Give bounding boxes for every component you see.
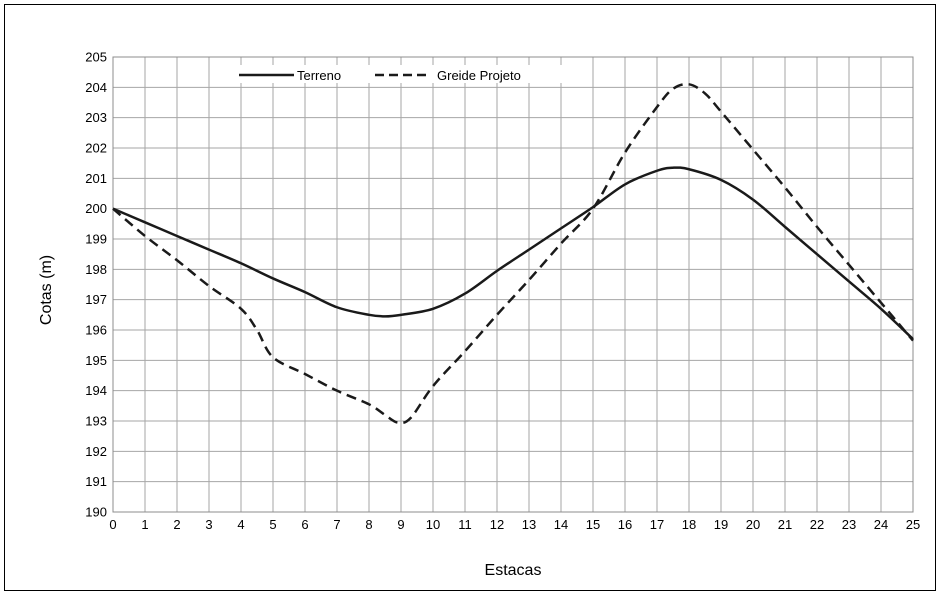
y-tick-label: 193 (85, 414, 107, 429)
legend-background (211, 65, 566, 83)
x-tick-label: 13 (522, 517, 536, 532)
x-tick-label: 2 (173, 517, 180, 532)
x-tick-label: 21 (778, 517, 792, 532)
y-tick-label: 190 (85, 505, 107, 520)
x-tick-label: 8 (365, 517, 372, 532)
series-lines (112, 82, 914, 425)
x-tick-label: 5 (269, 517, 276, 532)
legend-label-greide: Greide Projeto (437, 68, 521, 83)
x-tick-label: 3 (205, 517, 212, 532)
x-tick-label: 18 (682, 517, 696, 532)
y-axis-title: Cotas (m) (38, 255, 55, 325)
x-tick-label: 1 (141, 517, 148, 532)
x-tick-label: 24 (874, 517, 888, 532)
series-line-terreno (112, 166, 914, 341)
tick-labels: 0 1 2 3 4 5 6 7 8 9 10 11 12 13 14 15 16 17 18 19 20 21 22 23 24… (85, 50, 920, 533)
y-tick-label: 194 (85, 383, 107, 398)
x-tick-label: 9 (397, 517, 404, 532)
x-tick-label: 25 (906, 517, 920, 532)
y-tick-label: 198 (85, 262, 107, 277)
plot-area-border (112, 56, 914, 513)
y-tick-label: 205 (85, 50, 107, 65)
x-tick-label: 15 (586, 517, 600, 532)
x-tick-label: 14 (554, 517, 568, 532)
x-tick-label: 6 (301, 517, 308, 532)
chart-frame: 0 1 2 3 4 5 6 7 8 9 10 11 12 13 14 15 16 17 18 19 20 21 22 23 24… (4, 4, 936, 591)
x-tick-label: 20 (746, 517, 760, 532)
x-tick-label: 0 (109, 517, 116, 532)
x-tick-label: 11 (458, 517, 472, 532)
x-tick-label: 4 (237, 517, 244, 532)
line-chart: 0 1 2 3 4 5 6 7 8 9 10 11 12 13 14 15 16 17 18 19 20 21 22 23 24… (38, 50, 920, 580)
y-tick-label: 203 (85, 110, 107, 125)
x-tick-label: 16 (618, 517, 632, 532)
x-tick-label: 19 (714, 517, 728, 532)
y-tick-label: 200 (85, 201, 107, 216)
x-tick-label: 17 (650, 517, 664, 532)
y-tick-label: 202 (85, 141, 107, 156)
x-tick-label: 23 (842, 517, 856, 532)
y-tick-label: 191 (85, 474, 107, 489)
x-tick-label: 12 (490, 517, 504, 532)
legend: Terreno Greide Projeto (211, 65, 566, 83)
y-tick-label: 196 (85, 323, 107, 338)
x-tick-label: 7 (333, 517, 340, 532)
grid (112, 56, 914, 513)
y-tick-label: 199 (85, 232, 107, 247)
y-tick-label: 204 (85, 80, 107, 95)
series-line-greide-projeto (112, 82, 914, 425)
y-tick-label: 195 (85, 353, 107, 368)
x-tick-label: 22 (810, 517, 824, 532)
y-tick-label: 197 (85, 292, 107, 307)
x-tick-label: 10 (426, 517, 440, 532)
x-axis-title: Estacas (485, 562, 542, 579)
legend-label-terreno: Terreno (297, 68, 341, 83)
y-tick-label: 201 (85, 171, 107, 186)
y-tick-label: 192 (85, 444, 107, 459)
